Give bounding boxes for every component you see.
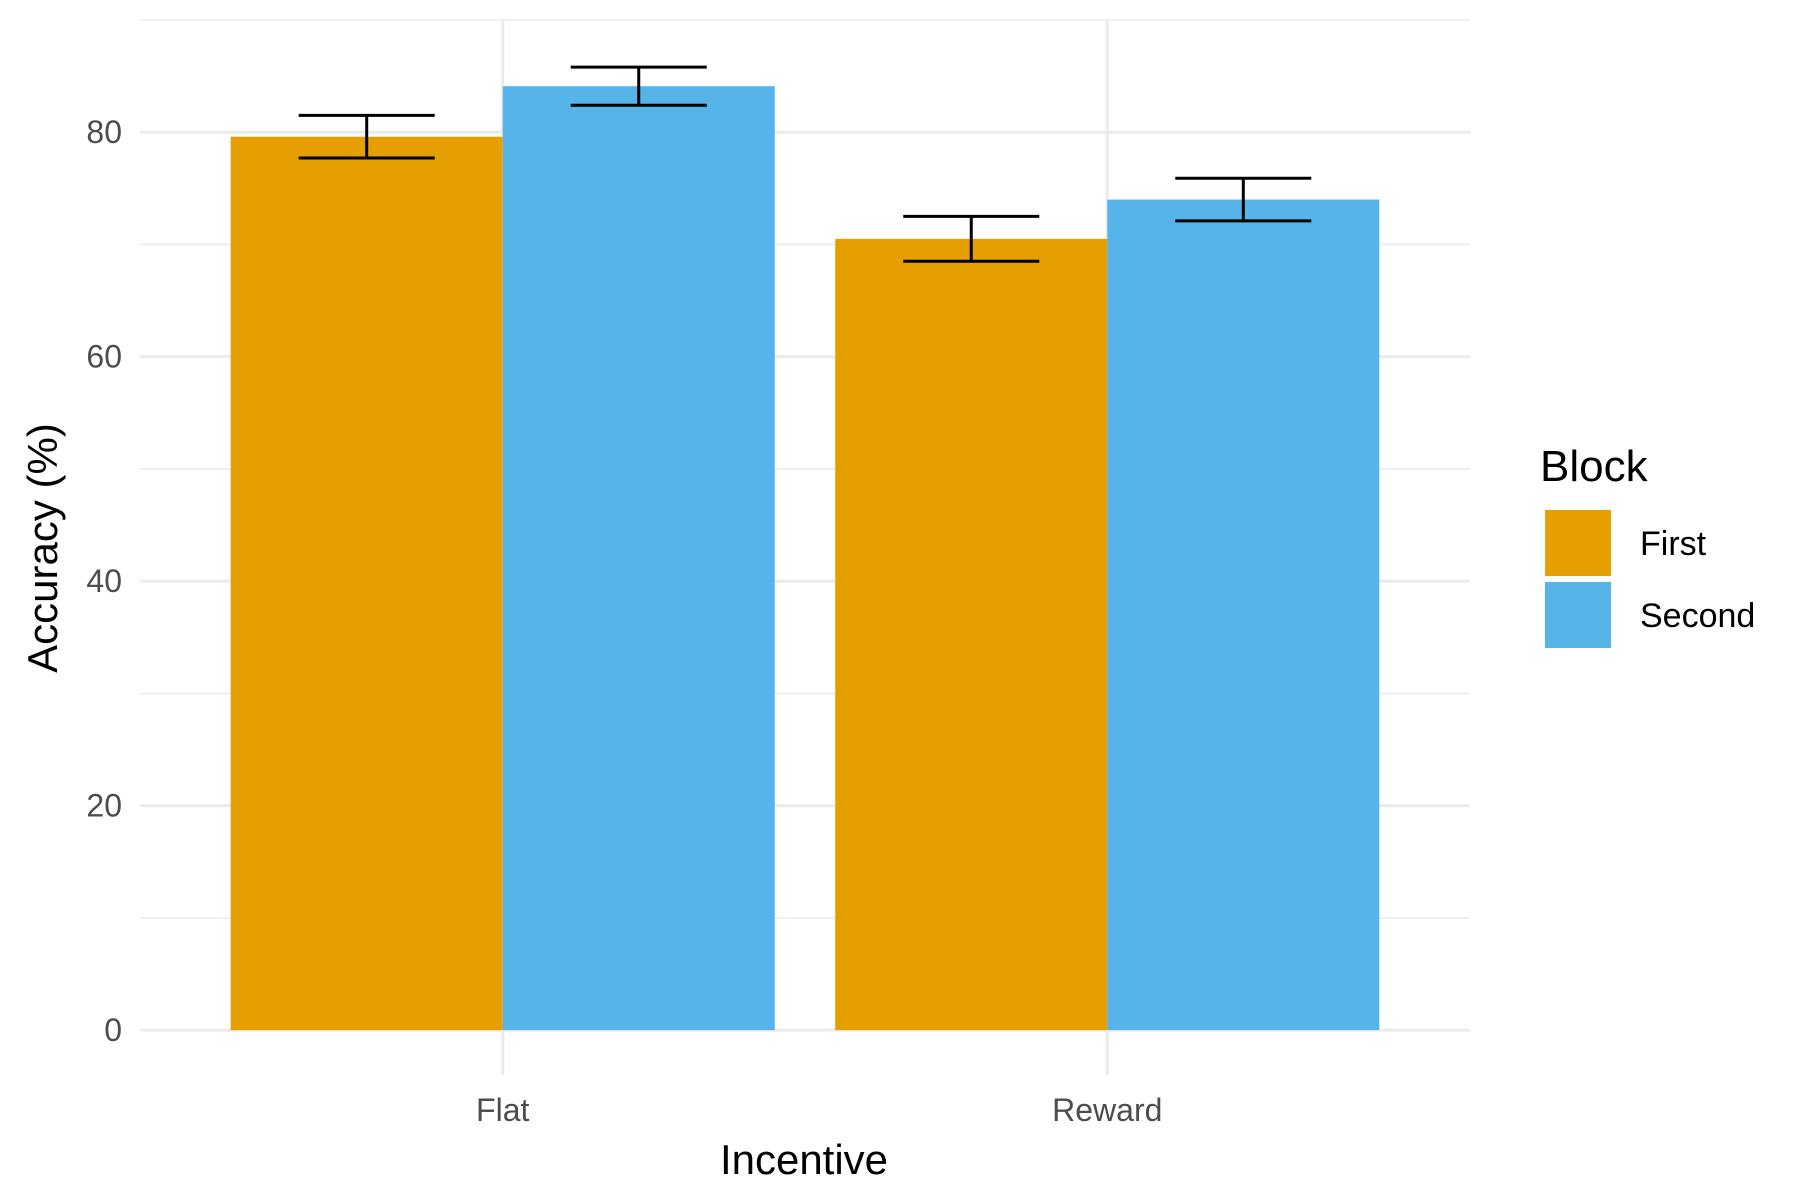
bar-second-flat	[502, 86, 775, 1031]
x-axis-title: Incentive	[720, 1136, 888, 1183]
legend-item-first: First	[1545, 510, 1707, 576]
errorbar-second-flat	[570, 65, 707, 107]
bar-second-reward	[1107, 199, 1380, 1031]
bar-first-reward	[835, 238, 1108, 1031]
y-axis-title: Accuracy (%)	[19, 423, 66, 673]
x-tick-label: Flat	[476, 1092, 529, 1128]
errorbar-second-reward	[1175, 176, 1312, 223]
bars	[230, 86, 1380, 1031]
legend-label: Second	[1640, 597, 1755, 635]
errorbar-first-reward	[903, 214, 1040, 263]
legend-items: First Second	[1545, 510, 1755, 648]
bar-first-flat	[230, 136, 503, 1031]
x-tick-labels: Flat Reward	[476, 1092, 1162, 1128]
legend-title: Block	[1540, 442, 1649, 491]
legend: Block First Second	[1540, 442, 1755, 648]
errorbar-first-flat	[298, 113, 435, 160]
y-tick-label: 80	[86, 114, 122, 150]
x-tick-label: Reward	[1052, 1092, 1162, 1128]
y-tick-label: 40	[86, 563, 122, 599]
error-bars	[298, 65, 1312, 263]
legend-swatch	[1545, 510, 1611, 576]
legend-item-second: Second	[1545, 582, 1755, 648]
legend-swatch	[1545, 582, 1611, 648]
y-tick-label: 0	[104, 1012, 122, 1048]
y-tick-label: 20	[86, 788, 122, 824]
y-tick-label: 60	[86, 339, 122, 375]
y-tick-labels: 0 20 40 60 80	[86, 114, 122, 1048]
legend-label: First	[1640, 525, 1707, 563]
